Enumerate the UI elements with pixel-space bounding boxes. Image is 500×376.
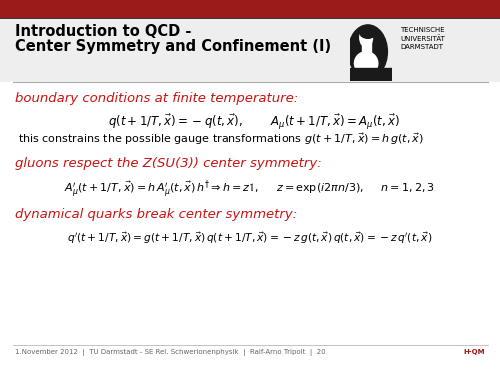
Text: 1.November 2012  |  TU Darmstadt - SE Rel. Schwerionenphysik  |  Ralf-Arno Tripo: 1.November 2012 | TU Darmstadt - SE Rel.… <box>15 349 326 356</box>
Text: $q^{\prime}(t + 1/T, \vec{x}) = g(t + 1/T, \vec{x})\,q(t + 1/T, \vec{x}) = -z\,g: $q^{\prime}(t + 1/T, \vec{x}) = g(t + 1/… <box>68 230 432 246</box>
Text: $A_{\mu}(t + 1/T, \vec{x}) = A_{\mu}(t, \vec{x})$: $A_{\mu}(t + 1/T, \vec{x}) = A_{\mu}(t, … <box>270 113 400 132</box>
Text: Center Symmetry and Confinement (I): Center Symmetry and Confinement (I) <box>15 39 331 55</box>
Text: this constrains the possible gauge transformations $g(t + 1/T, \vec{x}) = h\, g(: this constrains the possible gauge trans… <box>18 131 424 147</box>
Text: dynamical quarks break center symmetry:: dynamical quarks break center symmetry: <box>15 208 297 221</box>
Text: H-QM: H-QM <box>464 349 485 355</box>
Circle shape <box>348 25 388 79</box>
Text: gluons respect the Z(SU(3)) center symmetry:: gluons respect the Z(SU(3)) center symme… <box>15 157 322 170</box>
Ellipse shape <box>360 29 372 47</box>
Ellipse shape <box>360 27 376 38</box>
Text: Introduction to QCD -: Introduction to QCD - <box>15 24 192 39</box>
Bar <box>0 82 500 348</box>
Text: boundary conditions at finite temperature:: boundary conditions at finite temperatur… <box>15 92 298 105</box>
Bar <box>0 0 500 17</box>
Bar <box>350 68 393 81</box>
Bar <box>362 40 371 52</box>
Bar <box>0 17 500 83</box>
Text: TECHNISCHE
UNIVERSITÄT
DARMSTADT: TECHNISCHE UNIVERSITÄT DARMSTADT <box>400 27 445 50</box>
Text: $A^{\prime}_{\mu}(t + 1/T, \vec{x}) = h\,A^{\prime}_{\mu}(t, \vec{x})\,h^{\dagge: $A^{\prime}_{\mu}(t + 1/T, \vec{x}) = h\… <box>64 179 436 201</box>
Text: $q(t + 1/T, \vec{x}) = -q(t, \vec{x})$,: $q(t + 1/T, \vec{x}) = -q(t, \vec{x})$, <box>108 113 242 131</box>
Ellipse shape <box>354 52 378 75</box>
